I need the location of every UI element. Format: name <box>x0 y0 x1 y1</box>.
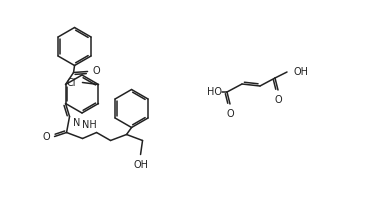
Text: N: N <box>73 117 80 127</box>
Text: HO: HO <box>207 87 222 97</box>
Text: O: O <box>274 95 282 105</box>
Text: NH: NH <box>82 120 97 131</box>
Text: O: O <box>93 67 100 77</box>
Text: OH: OH <box>133 159 148 170</box>
Text: Cl: Cl <box>67 78 77 88</box>
Text: OH: OH <box>293 67 308 77</box>
Text: O: O <box>226 109 234 119</box>
Text: O: O <box>43 131 51 141</box>
